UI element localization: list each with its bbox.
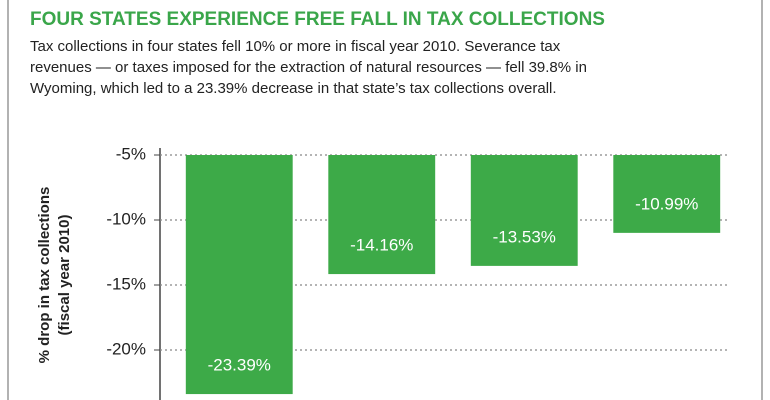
bar: [185, 155, 293, 395]
bar: [613, 155, 721, 233]
subtitle-line: Tax collections in four states fell 10% …: [30, 38, 561, 55]
y-axis-label: % drop in tax collections: [36, 187, 53, 364]
y-tick-label: -15%: [106, 274, 146, 293]
value-label: -14.16%: [350, 236, 413, 255]
y-tick-label: -5%: [116, 144, 146, 163]
value-label: -13.53%: [493, 227, 556, 246]
chart-title: FOUR STATES EXPERIENCE FREE FALL IN TAX …: [30, 9, 605, 30]
y-tick-label: -10%: [106, 209, 146, 228]
value-label: -10.99%: [635, 194, 698, 213]
y-axis-label: (fiscal year 2010): [56, 215, 73, 336]
subtitle-line: Wyoming, which led to a 23.39% decrease …: [30, 80, 557, 97]
bar: [470, 155, 578, 266]
y-tick-label: -20%: [106, 339, 146, 358]
value-label: -23.39%: [208, 356, 271, 375]
subtitle-line: revenues — or taxes imposed for the extr…: [30, 59, 587, 76]
bar: [328, 155, 436, 275]
